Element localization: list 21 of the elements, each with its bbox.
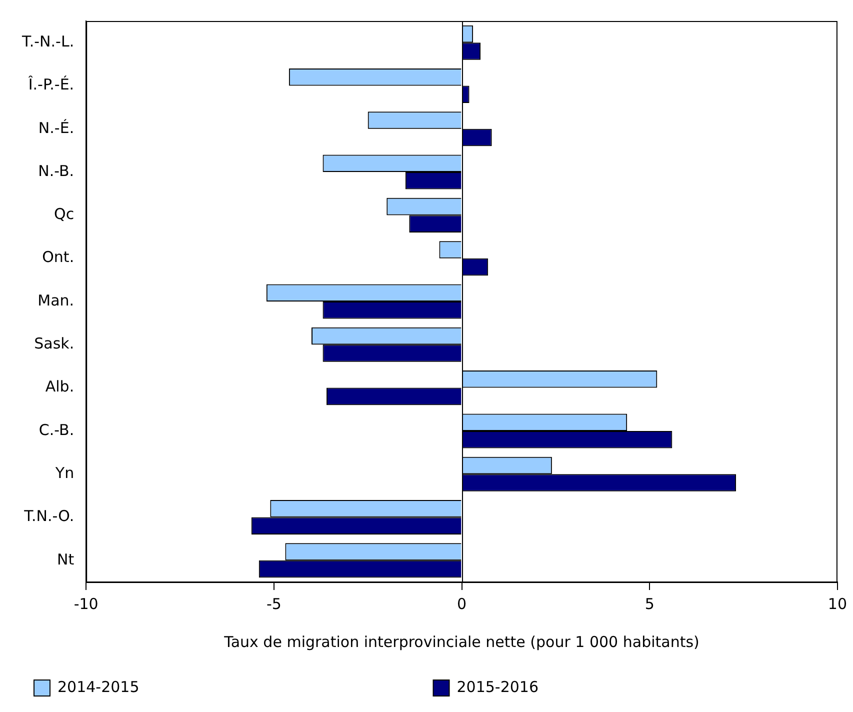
x-tick-label: -10 [74, 594, 98, 613]
y-tick-label: N.-B. [38, 162, 74, 180]
legend-label: 2014-2015 [58, 678, 410, 696]
x-tick-label: -5 [266, 594, 282, 613]
y-tick-label: Qc [54, 205, 74, 224]
legend-label: 2015-2016 [456, 678, 809, 696]
x-tick-label: 5 [644, 594, 654, 613]
y-tick-label: C.-B. [38, 420, 74, 439]
y-tick-label: N.-É. [38, 118, 74, 137]
y-tick-label: Yn [54, 464, 74, 482]
x-axis-title: Taux de migration interprovinciale nette (pour 1 000 habitants) [223, 632, 700, 651]
y-tick-label: Î.-P.-É. [27, 76, 74, 94]
y-tick-label: T.-N.-L. [20, 32, 74, 50]
y-tick-label: Alb. [45, 378, 74, 396]
y-tick-label: Ont. [42, 248, 74, 266]
y-tick-label: T.N.-O. [23, 507, 74, 526]
x-tick-label: 10 [828, 594, 848, 613]
y-tick-label: Man. [38, 291, 74, 310]
y-tick-label: Sask. [34, 334, 74, 353]
x-tick-label: 0 [457, 594, 467, 613]
y-tick-label: Nt [56, 550, 74, 568]
